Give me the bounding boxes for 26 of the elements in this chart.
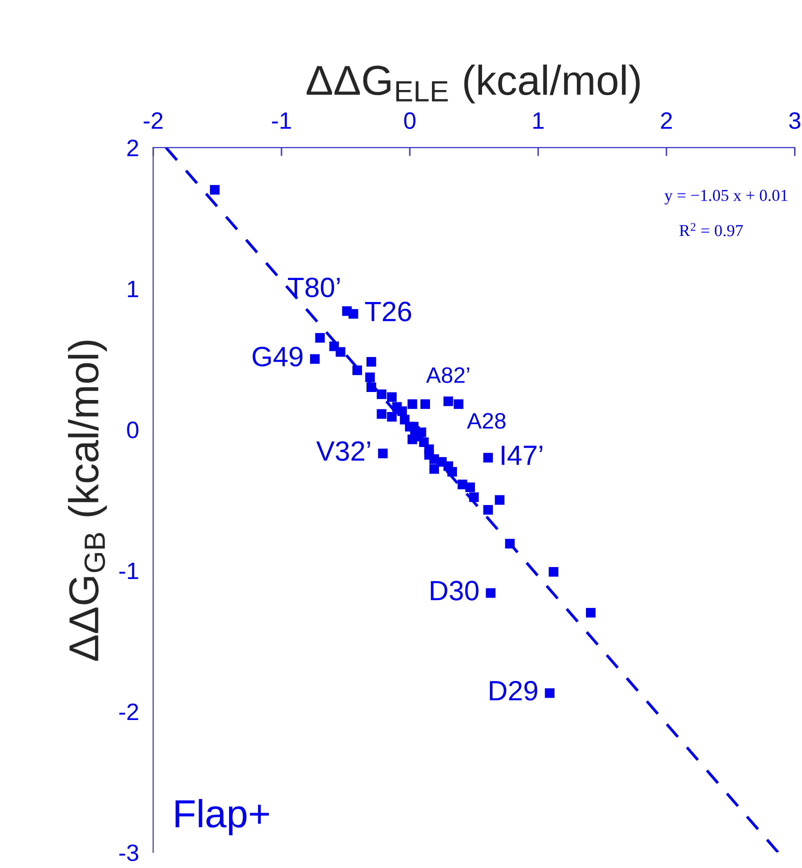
annotation: R$^{2}$ = 0.97 bbox=[679, 222, 743, 236]
x-tick-label: -2 bbox=[144, 112, 162, 129]
y-tick-label: 2 bbox=[127, 140, 138, 156]
annotation: T26 bbox=[365, 302, 412, 322]
y-tick-label: -3 bbox=[119, 844, 138, 862]
x-tick-label: -1 bbox=[272, 112, 291, 129]
y-tick-label: 0 bbox=[127, 422, 138, 438]
annotation: A28 bbox=[466, 413, 506, 429]
annotation: D29 bbox=[490, 680, 538, 701]
annotation: D30 bbox=[430, 580, 478, 600]
annotation: T80’ bbox=[288, 278, 340, 298]
annotation: I47’ bbox=[502, 446, 542, 465]
annotation: y = −1.05 x + 0.01 bbox=[664, 190, 788, 204]
y-tick-label: -2 bbox=[119, 703, 138, 720]
annotation: V32’ bbox=[316, 441, 370, 461]
x-tick-label: 1 bbox=[533, 112, 544, 129]
annotation: G49 bbox=[252, 346, 302, 366]
x-tick-label: 2 bbox=[661, 112, 672, 129]
y-axis-title: ΔΔG$_{GB}$ (kcal/mol) bbox=[68, 340, 107, 661]
x-tick-label: 3 bbox=[789, 112, 800, 130]
y-tick-label: -1 bbox=[119, 562, 138, 580]
x-axis-title: ΔΔG$_{ELE}$ (kcal/mol) bbox=[306, 64, 640, 104]
annotation: Flap+ bbox=[176, 799, 269, 836]
y-tick-label: 1 bbox=[128, 280, 138, 298]
annotation: A82’ bbox=[426, 367, 470, 384]
x-tick-label: 0 bbox=[404, 112, 416, 130]
